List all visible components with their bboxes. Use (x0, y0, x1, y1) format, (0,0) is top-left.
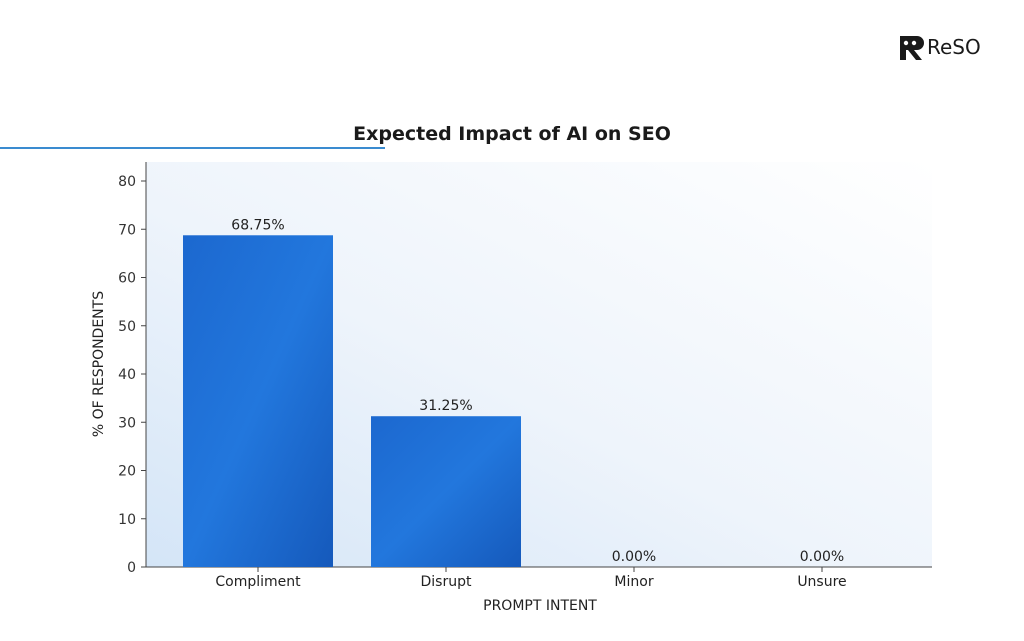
y-tick-label: 30 (118, 415, 136, 431)
x-tick-label-minor: Minor (614, 574, 653, 590)
x-tick-label-unsure: Unsure (797, 574, 846, 590)
y-tick-label: 20 (118, 464, 136, 480)
y-tick-label: 40 (118, 367, 136, 383)
y-axis-title: % OF RESPONDENTS (91, 291, 107, 437)
y-tick-label: 80 (118, 174, 136, 190)
data-label-unsure: 0.00% (800, 549, 844, 565)
data-label-compliment: 68.75% (231, 217, 284, 233)
x-axis-title: PROMPT INTENT (483, 598, 597, 614)
data-label-disrupt: 31.25% (419, 398, 472, 414)
y-tick-label: 70 (118, 222, 136, 238)
bar-compliment (183, 235, 333, 567)
y-tick-label: 50 (118, 319, 136, 335)
x-tick-label-compliment: Compliment (215, 574, 301, 590)
chart-title: Expected Impact of AI on SEO (353, 123, 671, 145)
y-ticks: 0 10 20 30 40 50 60 70 80 (118, 174, 146, 576)
bar-disrupt (371, 416, 521, 567)
y-tick-label: 0 (127, 560, 136, 576)
y-tick-label: 60 (118, 271, 136, 287)
x-labels: Compliment Disrupt Minor Unsure (215, 567, 847, 590)
brand-name: ReSO (927, 35, 981, 59)
reso-logo-icon (900, 36, 924, 60)
y-tick-label: 10 (118, 512, 136, 528)
bars: 68.75% 31.25% 0.00% 0.00% (183, 217, 844, 567)
data-label-minor: 0.00% (612, 549, 656, 565)
x-tick-label-disrupt: Disrupt (421, 574, 472, 590)
brand-logo: ReSO (900, 35, 981, 60)
